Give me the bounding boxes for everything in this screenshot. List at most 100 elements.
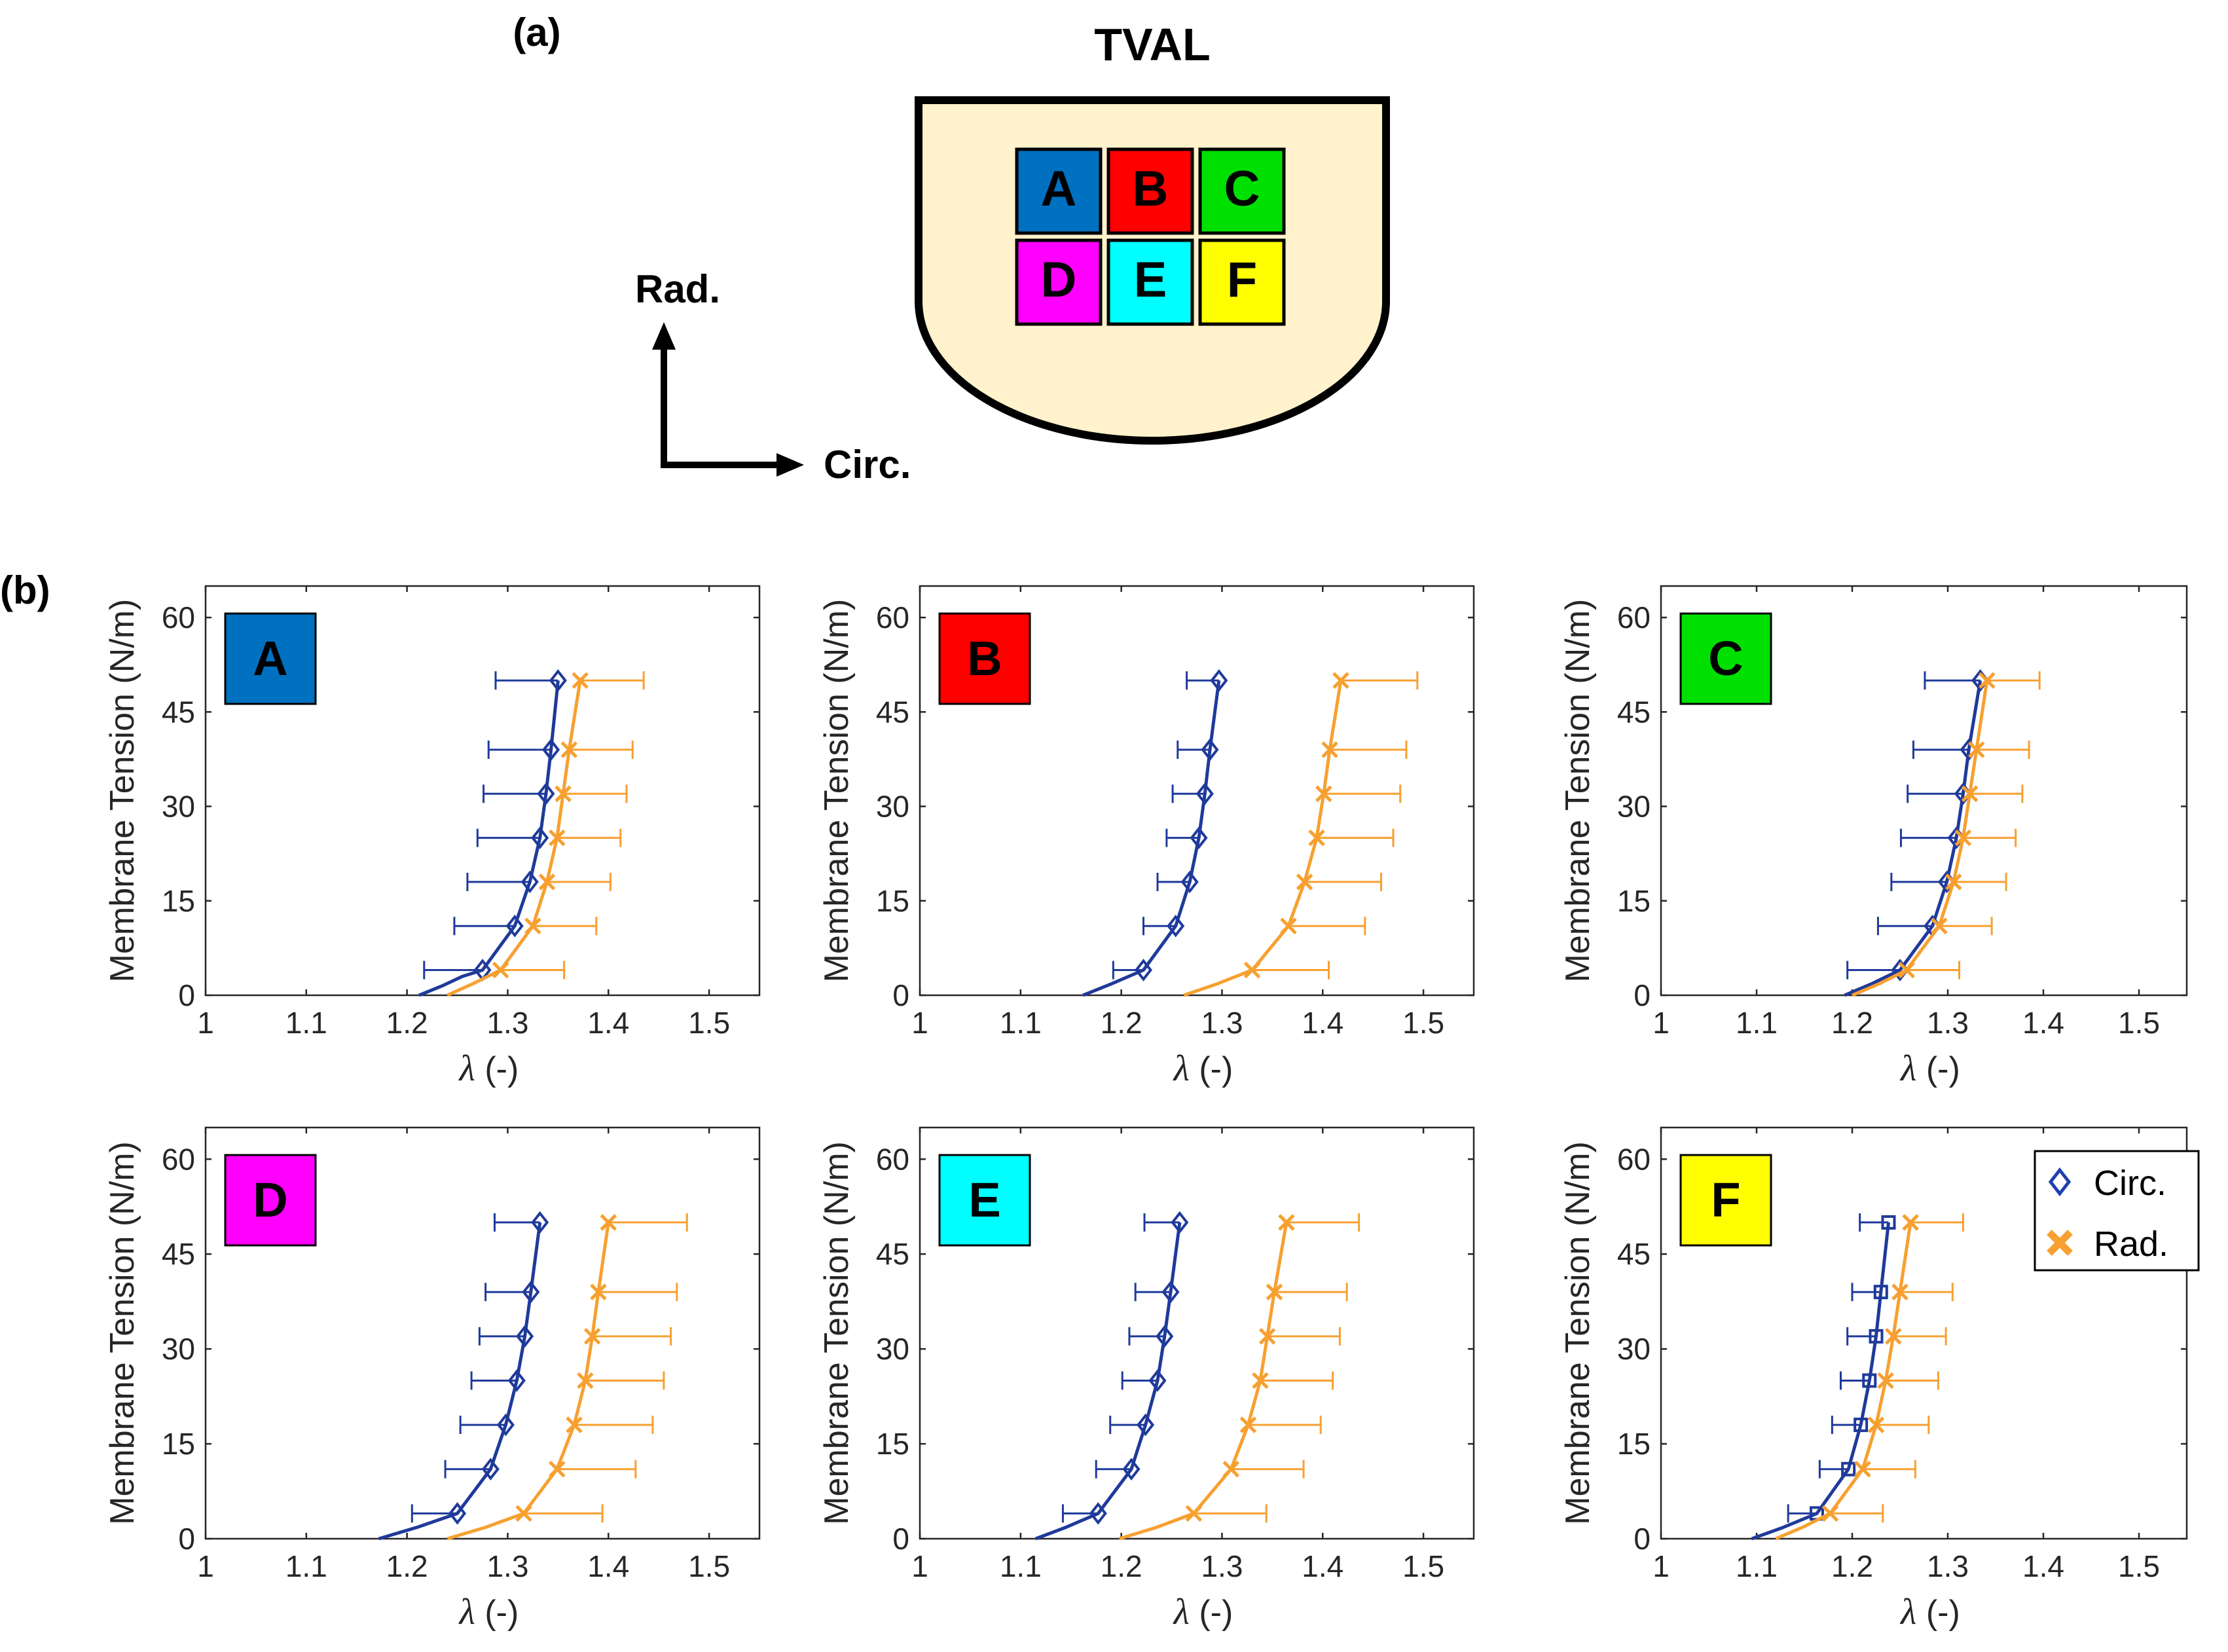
chart-grid: 1 1.1 1.2 1.3 1.4 1.5 0 15 30 45 60 λ (-) Membrane T…	[103, 585, 2188, 1632]
y-tick-label: 30	[876, 1332, 909, 1366]
chart-d-series-rad	[447, 1213, 688, 1541]
data-point-x-stroke	[600, 1214, 617, 1231]
x-tick-label: 1.2	[1101, 1549, 1142, 1583]
y-axis-label: Membrane Tension (N/m)	[1559, 599, 1597, 983]
x-tick-label: 1.4	[587, 1549, 629, 1583]
data-point-diamond	[549, 669, 567, 692]
chart-b: 1 1.1 1.2 1.3 1.4 1.5 0 15 30 45 60 λ (-) Membrane T…	[818, 585, 1475, 1089]
circ-arrow-head-icon	[776, 453, 804, 477]
data-point-diamond	[505, 914, 524, 938]
data-point-diamond	[542, 738, 560, 762]
chart-b-series-rad	[1183, 671, 1419, 997]
data-point-diamond	[522, 1280, 540, 1304]
chart-e-series-rad	[1118, 1213, 1361, 1541]
data-point-x	[1239, 1416, 1257, 1433]
data-point-x-stroke	[1278, 1214, 1295, 1231]
region-box-e	[1106, 238, 1194, 326]
data-point-x-stroke	[572, 672, 589, 689]
chart-f-region-badge-label: F	[1711, 1173, 1740, 1227]
y-tick-label: 45	[162, 1237, 195, 1271]
y-tick-label: 15	[1617, 1427, 1651, 1461]
data-point-x	[566, 1416, 583, 1433]
data-point-x-stroke	[1821, 1505, 1839, 1522]
data-point-x-stroke	[524, 917, 541, 934]
x-tick-label: 1.3	[1201, 1006, 1243, 1040]
data-point-x-stroke	[1961, 785, 1979, 803]
x-axis-label-unit: (-)	[1190, 1050, 1233, 1088]
data-point-x	[555, 785, 572, 803]
region-label-d: D	[1041, 252, 1077, 308]
x-tick-label: 1.3	[1927, 1006, 1969, 1040]
x-tick-label: 1.3	[1927, 1549, 1969, 1583]
x-axis-label-unit: (-)	[475, 1050, 519, 1088]
data-point-x-stroke	[590, 1283, 607, 1300]
x-axis-label-symbol: λ	[1899, 1592, 1916, 1632]
data-point-diamond	[507, 1369, 526, 1392]
data-point-x-stroke	[492, 961, 509, 979]
y-tick-label: 30	[162, 790, 195, 824]
legend-x-icon	[2047, 1230, 2073, 1256]
y-tick-label: 30	[1617, 1332, 1651, 1366]
data-point-x-stroke	[1280, 917, 1297, 934]
data-point-diamond	[1171, 1211, 1189, 1234]
data-point-x	[1891, 1283, 1908, 1300]
data-point-x-stroke	[1308, 829, 1325, 847]
data-point-x	[1902, 1214, 1919, 1231]
x-tick-label: 1.5	[688, 1549, 730, 1583]
y-tick-label: 15	[876, 1427, 909, 1461]
x-axis-label: λ (-)	[1173, 1048, 1233, 1089]
data-point-x	[1867, 1416, 1885, 1433]
data-point-diamond	[520, 870, 539, 894]
chart-f-series-circ	[1751, 1213, 1896, 1541]
y-tick-label: 0	[1634, 1522, 1651, 1556]
data-point-square	[1854, 1418, 1869, 1433]
y-tick-label: 45	[1617, 1237, 1651, 1271]
y-tick-label: 0	[892, 978, 909, 1012]
x-tick-label: 1	[911, 1006, 928, 1040]
x-axis-label: λ (-)	[458, 1048, 519, 1089]
x-tick-label: 1	[197, 1549, 214, 1583]
region-grid: A B C D E F	[1015, 147, 1286, 326]
data-point-diamond	[1134, 959, 1153, 982]
chart-d-region-badge-label: D	[253, 1173, 287, 1227]
data-point-x-stroke	[566, 1416, 583, 1433]
legend-rad-label: Rad.	[2094, 1224, 2168, 1264]
data-point-x	[1332, 672, 1349, 689]
data-point-x	[1854, 1460, 1871, 1478]
chart-d-series-circ	[378, 1211, 549, 1541]
data-point-x	[583, 1328, 601, 1345]
fit-line	[1751, 1222, 1890, 1541]
y-tick-label: 60	[1617, 1142, 1651, 1176]
fit-line	[1844, 680, 1982, 997]
data-point-x-stroke	[1185, 1505, 1203, 1522]
y-tick-label: 0	[1634, 978, 1651, 1012]
y-tick-label: 15	[876, 884, 909, 918]
diagram-title: TVAL	[1094, 19, 1211, 70]
chart-b-region-badge	[938, 612, 1031, 705]
data-point-x-stroke	[1243, 961, 1261, 979]
y-tick-label: 0	[178, 1522, 195, 1556]
data-point-x	[1979, 672, 1996, 689]
fit-line	[378, 1222, 542, 1541]
chart-e: 1 1.1 1.2 1.3 1.4 1.5 0 15 30 45 60 λ (-) Membrane T…	[818, 1126, 1475, 1632]
y-tick-label: 15	[1617, 884, 1651, 918]
data-point-square	[1869, 1329, 1884, 1344]
y-tick-label: 15	[162, 1427, 195, 1461]
data-point-x-stroke	[1898, 961, 1915, 979]
data-point-x-stroke	[1258, 1328, 1276, 1345]
data-point-x-stroke	[1854, 1460, 1871, 1478]
chart-a-region-badge	[224, 612, 317, 705]
x-tick-label: 1.3	[486, 1549, 528, 1583]
x-tick-label: 1.4	[2022, 1006, 2064, 1040]
data-point-x-stroke	[1902, 1214, 1919, 1231]
x-axis-label-symbol: λ	[1899, 1048, 1916, 1089]
data-point-diamond	[1180, 870, 1199, 894]
data-point-diamond	[531, 1211, 549, 1234]
data-point-x	[492, 961, 509, 979]
data-point-x-stroke	[1945, 873, 1962, 890]
y-axis-label: Membrane Tension (N/m)	[818, 1141, 856, 1525]
chart-a-region-badge-label: A	[253, 631, 287, 686]
data-point-x-stroke	[1321, 741, 1338, 758]
y-tick-label: 60	[876, 1142, 909, 1176]
